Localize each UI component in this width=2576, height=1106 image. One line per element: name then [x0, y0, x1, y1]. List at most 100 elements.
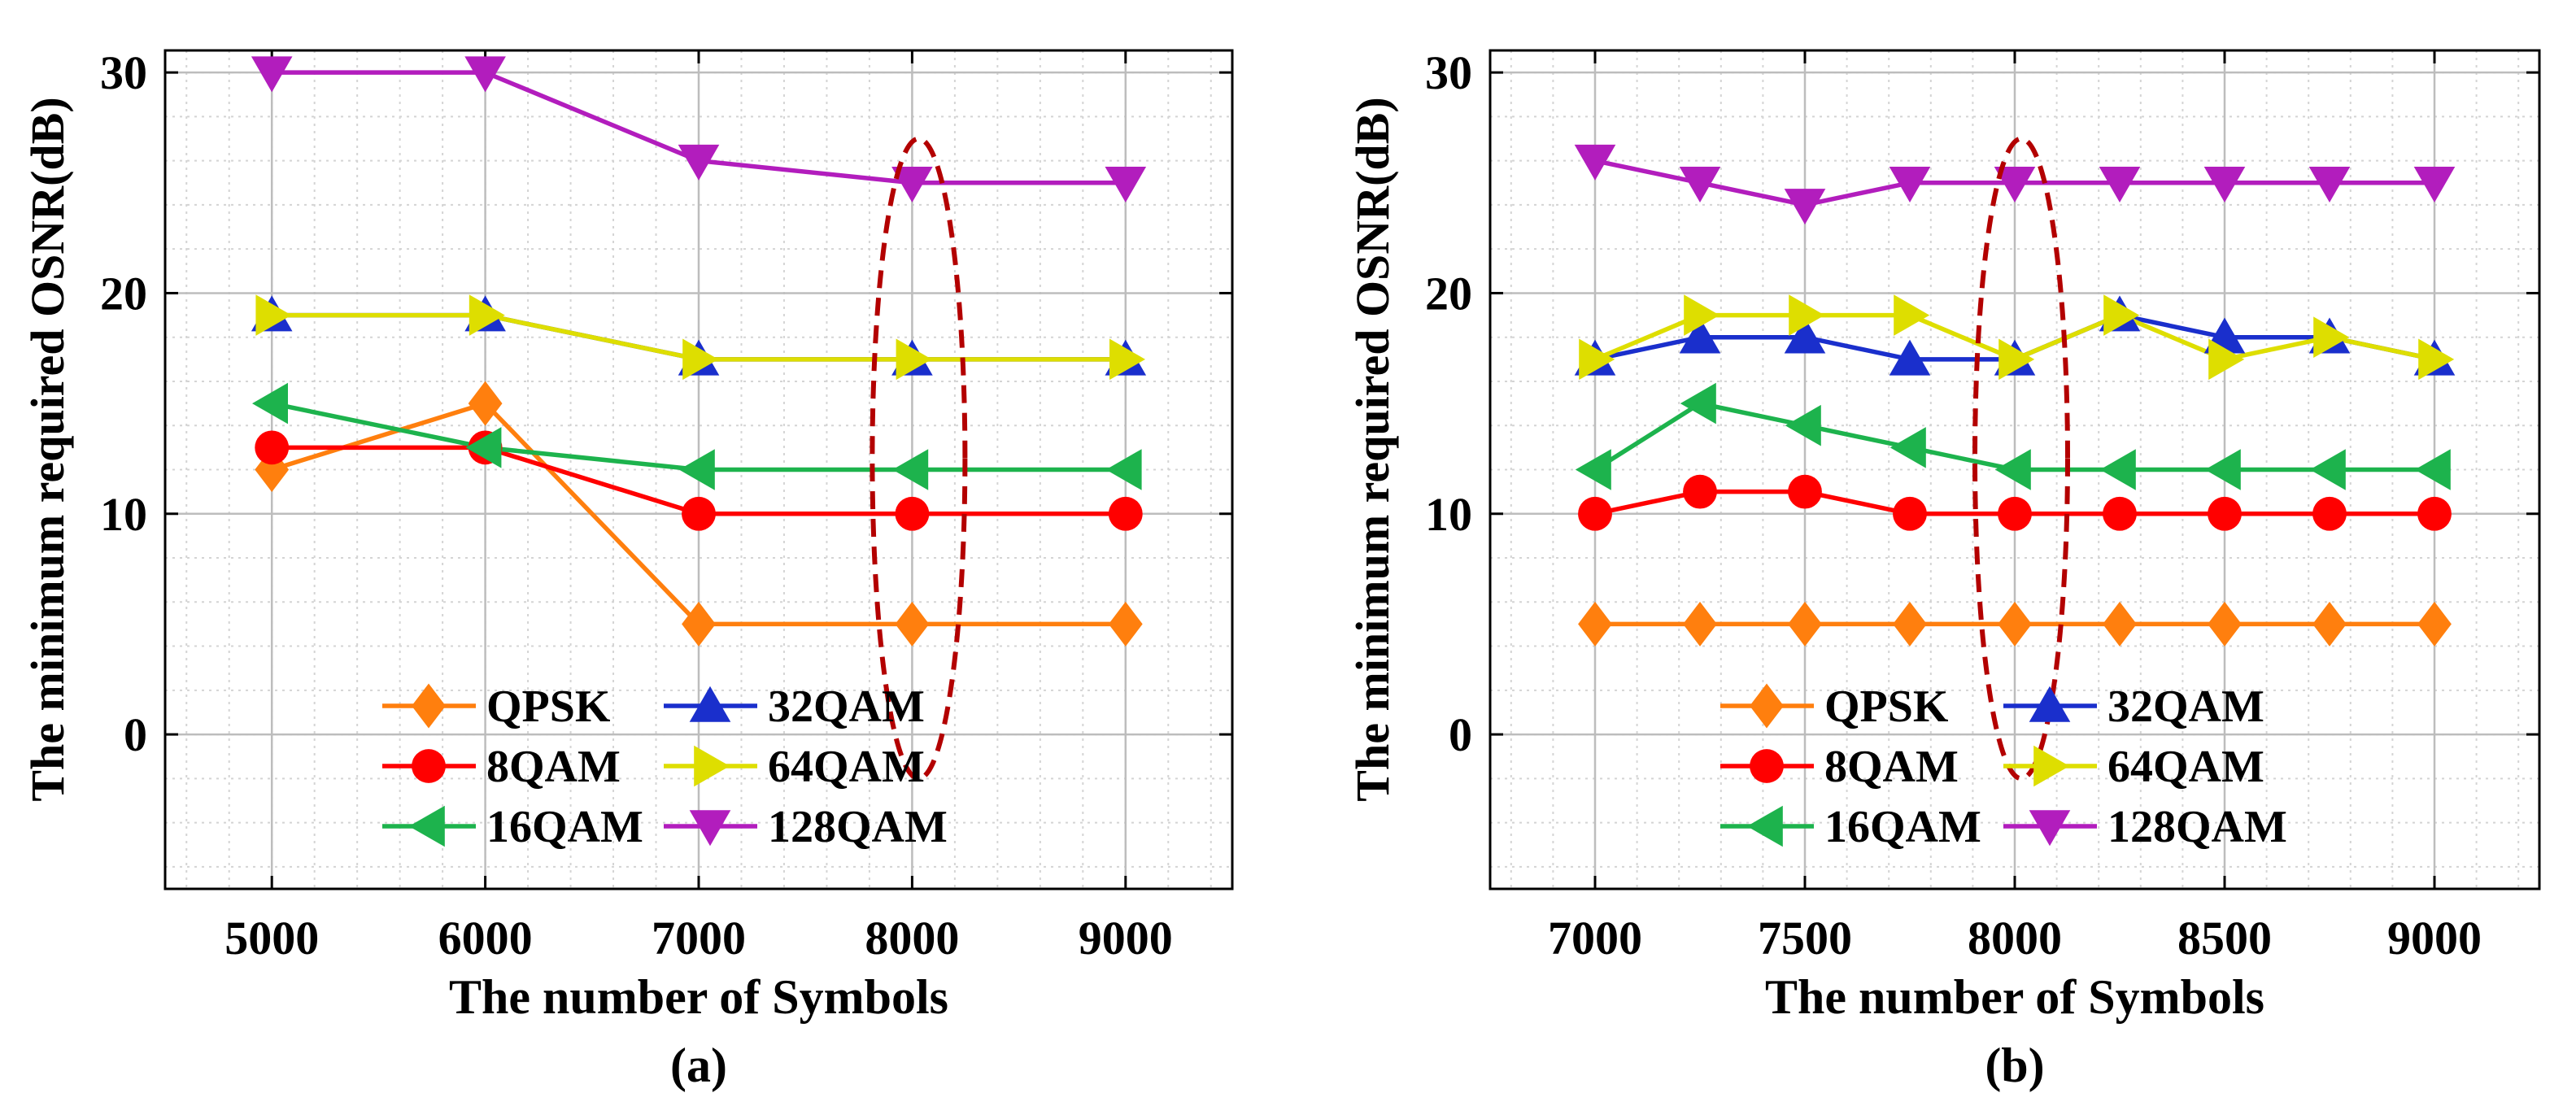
data-point-64qam — [2103, 294, 2140, 336]
data-point-qpsk — [1998, 601, 2032, 647]
y-axis-label: The minimum required OSNR(dB) — [1346, 97, 1399, 801]
legend-marker-16qam — [408, 805, 445, 847]
legend-marker-128qam — [2029, 810, 2071, 847]
legend-label: 8QAM — [486, 742, 621, 792]
x-tick-label: 7000 — [652, 912, 746, 964]
data-point-16qam — [1105, 449, 1142, 490]
legend-marker-64qam — [694, 745, 730, 787]
legend-label: 32QAM — [768, 681, 925, 732]
highlight-ellipse — [1972, 136, 2070, 782]
data-point-16qam — [892, 449, 929, 490]
data-point-128qam — [678, 144, 720, 181]
data-point-8qam — [1108, 496, 1143, 531]
legend-item: QPSK — [1720, 681, 1949, 732]
data-point-128qam — [464, 56, 506, 93]
y-tick-label: 30 — [100, 46, 147, 99]
panel-label: (b) — [1985, 1039, 2044, 1092]
data-point-16qam — [465, 427, 502, 468]
x-tick-label: 5000 — [224, 912, 319, 964]
data-point-64qam — [1894, 294, 1930, 336]
data-point-16qam — [2414, 449, 2451, 490]
data-point-64qam — [255, 294, 292, 336]
legend-label: 8QAM — [1824, 742, 1959, 792]
data-point-16qam — [2099, 449, 2136, 490]
x-axis-label: The number of Symbols — [1765, 970, 2264, 1024]
y-tick-label: 20 — [1425, 267, 1472, 320]
data-point-8qam — [1893, 496, 1927, 531]
legend-item: 64QAM — [664, 742, 925, 792]
highlight-ellipse — [870, 136, 968, 782]
data-point-128qam — [2099, 166, 2141, 202]
data-point-8qam — [2103, 496, 2137, 531]
y-tick-label: 0 — [1449, 708, 1472, 761]
data-point-8qam — [895, 496, 930, 531]
data-point-64qam — [2313, 316, 2350, 359]
data-point-16qam — [1785, 404, 1821, 446]
data-point-8qam — [1683, 474, 1717, 509]
y-tick-label: 10 — [1425, 488, 1472, 541]
y-tick-label: 20 — [100, 267, 147, 320]
data-point-64qam — [1789, 294, 1825, 336]
data-point-16qam — [252, 382, 288, 425]
legend-marker-8qam — [1750, 749, 1784, 783]
legend-label: 16QAM — [1824, 802, 1981, 852]
data-point-qpsk — [2103, 601, 2137, 647]
x-tick-label: 8500 — [2177, 912, 2272, 964]
data-point-8qam — [1578, 496, 1612, 531]
legend-label: QPSK — [486, 681, 611, 732]
x-tick-label: 6000 — [438, 912, 533, 964]
legend-item: 8QAM — [382, 742, 621, 792]
data-point-8qam — [255, 430, 290, 465]
data-point-qpsk — [1788, 601, 1822, 647]
y-tick-label: 0 — [124, 708, 147, 761]
data-point-qpsk — [2417, 601, 2452, 647]
x-axis-label: The number of Symbols — [449, 970, 948, 1024]
data-point-128qam — [1994, 166, 2036, 202]
data-point-qpsk — [2312, 601, 2347, 647]
data-point-64qam — [2208, 338, 2245, 381]
legend-marker-128qam — [689, 810, 731, 847]
legend-item: 128QAM — [2003, 802, 2287, 852]
legend-item: QPSK — [382, 681, 611, 732]
data-point-64qam — [469, 294, 505, 336]
legend-item: 16QAM — [382, 802, 643, 852]
data-point-qpsk — [895, 601, 930, 647]
legend-item: 16QAM — [1720, 802, 1981, 852]
data-point-qpsk — [1893, 601, 1927, 647]
data-point-128qam — [2203, 166, 2246, 202]
data-point-16qam — [1680, 382, 1716, 425]
x-tick-label: 8000 — [865, 912, 959, 964]
panel-b: 7000 7500 8000 8500 9000 0 10 20 30 The number of… — [1346, 46, 2541, 1092]
data-point-8qam — [2208, 496, 2242, 531]
data-point-64qam — [1998, 338, 2035, 381]
legend-label: 128QAM — [2107, 802, 2287, 852]
panel-label: (a) — [670, 1039, 727, 1092]
data-point-qpsk — [2208, 601, 2242, 647]
data-point-128qam — [1679, 166, 1721, 202]
legend-label: 64QAM — [2107, 742, 2264, 792]
data-point-128qam — [1105, 166, 1147, 202]
data-point-32qam — [1784, 317, 1826, 354]
legend-item: 32QAM — [664, 681, 925, 732]
data-point-8qam — [2312, 496, 2347, 531]
data-point-128qam — [1784, 189, 1826, 225]
legend-label: 32QAM — [2107, 681, 2264, 732]
legend-label: 16QAM — [486, 802, 643, 852]
legend-item: 8QAM — [1720, 742, 1959, 792]
data-point-8qam — [1998, 496, 2032, 531]
y-axis-label: The minimum required OSNR(dB) — [21, 97, 74, 801]
legend-label: 128QAM — [768, 802, 948, 852]
legend-item: 32QAM — [2003, 681, 2264, 732]
data-point-128qam — [2413, 166, 2456, 202]
x-tick-label: 9000 — [2387, 912, 2482, 964]
legend-marker-16qam — [1746, 805, 1783, 847]
legend-marker-8qam — [412, 749, 446, 783]
data-point-qpsk — [468, 381, 503, 426]
data-point-16qam — [2204, 449, 2241, 490]
x-tick-label: 8000 — [1968, 912, 2062, 964]
data-point-128qam — [251, 56, 293, 93]
legend-marker-32qam — [2029, 686, 2071, 722]
data-point-16qam — [1890, 427, 1926, 468]
data-point-64qam — [1684, 294, 1720, 336]
data-point-64qam — [1109, 338, 1145, 381]
